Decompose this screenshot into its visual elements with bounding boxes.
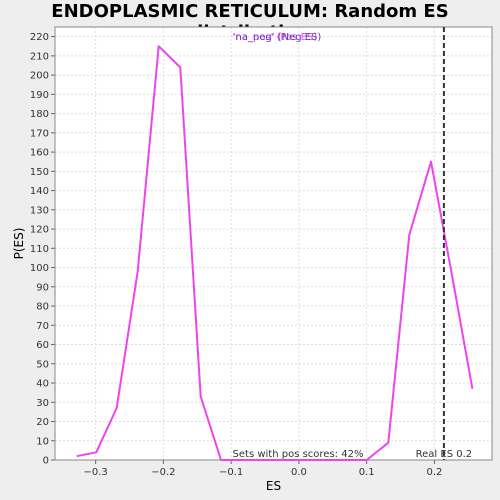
y-tick-label: 160 <box>30 148 49 159</box>
y-tick-label: 150 <box>30 167 49 178</box>
x-tick-label: −0.3 <box>84 467 108 478</box>
x-tick-label: 0.1 <box>359 467 375 478</box>
x-tick-label: −0.1 <box>219 467 243 478</box>
legend-entry-neg: 'na_neg' (Neg ES) <box>233 32 322 43</box>
y-tick-label: 50 <box>36 359 49 370</box>
real-es-label: Real ES 0.2 <box>416 449 472 460</box>
x-axis-label: ES <box>266 479 281 493</box>
y-tick-label: 30 <box>36 398 49 409</box>
y-tick-label: 110 <box>30 244 49 255</box>
y-tick-label: 80 <box>36 302 49 313</box>
plot-area <box>55 27 492 460</box>
y-tick-label: 180 <box>30 109 49 120</box>
y-tick-label: 0 <box>43 456 49 467</box>
y-tick-label: 220 <box>30 32 49 43</box>
axes: 0 10 20 30 40 50 60 70 80 90 100 110 120 130 140 150 160… <box>12 26 493 493</box>
grid <box>55 27 492 461</box>
y-tick-label: 210 <box>30 51 49 62</box>
y-tick-label: 70 <box>36 321 49 332</box>
y-tick-label: 40 <box>36 379 49 390</box>
x-tick-label: 0.2 <box>426 467 442 478</box>
y-tick-label: 200 <box>30 71 49 82</box>
overlay-layer: Real ES 0.2 Sets with pos scores: 42% 'na_… <box>233 27 472 460</box>
y-tick-label: 90 <box>36 282 49 293</box>
series-line <box>76 45 474 461</box>
y-tick-label: 190 <box>30 90 49 101</box>
y-tick-label: 140 <box>30 186 49 197</box>
y-tick-label: 20 <box>36 417 49 428</box>
y-tick-label: 130 <box>30 205 49 216</box>
series-layer <box>76 45 474 461</box>
y-tick-label: 170 <box>30 128 49 139</box>
legend-entry-pos: 'na_pos' (Pos ES) <box>233 32 318 43</box>
y-axis-label: P(ES) <box>12 228 26 260</box>
x-tick-label: 0.0 <box>291 467 307 478</box>
x-tick-label: −0.2 <box>151 467 175 478</box>
y-tick-label: 100 <box>30 263 49 274</box>
y-tick-label: 60 <box>36 340 49 351</box>
pos-scores-annotation: Sets with pos scores: 42% <box>233 449 364 460</box>
y-tick-label: 10 <box>36 436 49 447</box>
y-tick-label: 120 <box>30 225 49 236</box>
